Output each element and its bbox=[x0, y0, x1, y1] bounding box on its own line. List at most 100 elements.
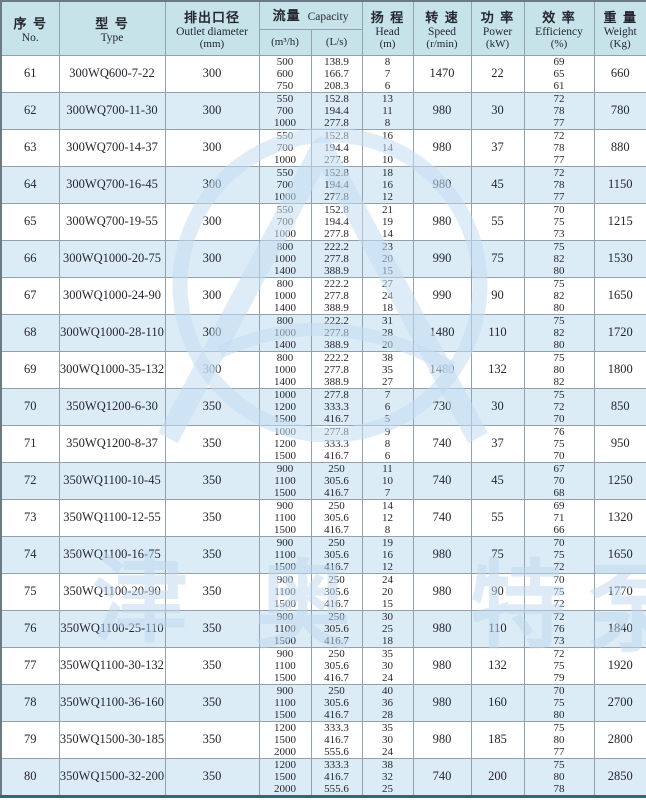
cell-m3h: 550 700 1000 bbox=[258, 165, 312, 204]
header-weight-en: Weight bbox=[603, 25, 637, 38]
header-capacity-en: Capacity bbox=[307, 11, 349, 24]
cell-speed: 980 bbox=[412, 683, 472, 722]
cell-speed: 740 bbox=[412, 461, 472, 500]
cell-no: 63 bbox=[0, 128, 60, 167]
cell-speed: 990 bbox=[412, 276, 472, 315]
cell-head: 31 28 20 bbox=[361, 313, 414, 352]
cell-weight: 1250 bbox=[593, 461, 646, 500]
cell-m3h: 500 600 750 bbox=[258, 54, 312, 93]
cell-ls: 333.3 416.7 555.6 bbox=[310, 757, 363, 797]
cell-head: 30 25 18 bbox=[361, 609, 414, 648]
cell-type: 350WQ1500-32-200 bbox=[58, 757, 166, 797]
cell-eff: 72 78 77 bbox=[523, 165, 595, 204]
cell-head: 19 16 12 bbox=[361, 535, 414, 574]
cell-ls: 250 305.6 416.7 bbox=[310, 683, 363, 722]
cell-eff: 72 78 77 bbox=[523, 128, 595, 167]
header-power-en: Power bbox=[482, 25, 513, 38]
cell-power: 45 bbox=[470, 461, 525, 500]
cell-no: 78 bbox=[0, 683, 60, 722]
cell-m3h: 900 1100 1500 bbox=[258, 572, 312, 611]
cell-weight: 1920 bbox=[593, 646, 646, 685]
cell-ls: 152.8 194.4 277.8 bbox=[310, 202, 363, 241]
cell-power: 55 bbox=[470, 498, 525, 537]
cell-weight: 850 bbox=[593, 387, 646, 426]
table-row: 73 350WQ1100-12-55 350 900 1100 1500 250 305.6 4… bbox=[0, 498, 646, 537]
header-type-zh: 型 号 bbox=[95, 16, 129, 32]
header-power-zh: 功 率 bbox=[480, 10, 515, 26]
cell-type: 300WQ700-11-30 bbox=[58, 91, 166, 130]
cell-ls: 250 305.6 416.7 bbox=[310, 646, 363, 685]
cell-outlet: 350 bbox=[164, 609, 260, 648]
cell-head: 24 20 15 bbox=[361, 572, 414, 611]
table-row: 72 350WQ1100-10-45 350 900 1100 1500 250 305.6 4… bbox=[0, 461, 646, 500]
header-efficiency: 效 率 Efficiency (%) bbox=[523, 0, 595, 56]
table-body: 61 300WQ600-7-22 300 500 600 750 138.9 166.7 208… bbox=[0, 54, 646, 797]
cell-power: 55 bbox=[470, 202, 525, 241]
cell-outlet: 300 bbox=[164, 276, 260, 315]
header-power-unit: (kW) bbox=[485, 37, 510, 50]
table-row: 70 350WQ1200-6-30 350 1000 1200 1500 277.8 333.… bbox=[0, 387, 646, 426]
header-outlet: 排出口径 Outlet diameter (mm) bbox=[164, 0, 260, 56]
cell-speed: 980 bbox=[412, 91, 472, 130]
cell-power: 110 bbox=[470, 609, 525, 648]
cell-outlet: 350 bbox=[164, 461, 260, 500]
cell-weight: 1720 bbox=[593, 313, 646, 352]
cell-eff: 72 76 73 bbox=[523, 609, 595, 648]
cell-m3h: 800 1000 1400 bbox=[258, 313, 312, 352]
cell-m3h: 550 700 1000 bbox=[258, 91, 312, 130]
cell-outlet: 350 bbox=[164, 720, 260, 759]
cell-ls: 222.2 277.8 388.9 bbox=[310, 350, 363, 389]
cell-type: 350WQ1200-8-37 bbox=[58, 424, 166, 463]
cell-no: 66 bbox=[0, 239, 60, 278]
cell-head: 40 36 28 bbox=[361, 683, 414, 722]
cell-type: 350WQ1100-36-160 bbox=[58, 683, 166, 722]
cell-type: 300WQ700-14-37 bbox=[58, 128, 166, 167]
header-no: 序 号 No. bbox=[0, 0, 60, 56]
cell-power: 90 bbox=[470, 276, 525, 315]
cell-m3h: 900 1100 1500 bbox=[258, 498, 312, 537]
cell-speed: 730 bbox=[412, 387, 472, 426]
table-row: 78 350WQ1100-36-160 350 900 1100 1500 250 305.6… bbox=[0, 683, 646, 722]
table-row: 64 300WQ700-16-45 300 550 700 1000 152.8 194.4 2… bbox=[0, 165, 646, 204]
cell-m3h: 800 1000 1400 bbox=[258, 239, 312, 278]
cell-ls: 250 305.6 416.7 bbox=[310, 498, 363, 537]
table-row: 77 350WQ1100-30-132 350 900 1100 1500 250 305.6… bbox=[0, 646, 646, 685]
cell-speed: 980 bbox=[412, 572, 472, 611]
cell-weight: 2850 bbox=[593, 757, 646, 797]
table-row: 67 300WQ1000-24-90 300 800 1000 1400 222.2 277.… bbox=[0, 276, 646, 315]
header-weight: 重 量 Weight (Kg) bbox=[593, 0, 646, 56]
table-row: 63 300WQ700-14-37 300 550 700 1000 152.8 194.4 2… bbox=[0, 128, 646, 167]
cell-type: 300WQ1000-24-90 bbox=[58, 276, 166, 315]
cell-type: 300WQ600-7-22 bbox=[58, 54, 166, 93]
cell-type: 300WQ1000-28-110 bbox=[58, 313, 166, 352]
cell-type: 350WQ1100-30-132 bbox=[58, 646, 166, 685]
cell-type: 350WQ1100-10-45 bbox=[58, 461, 166, 500]
cell-weight: 880 bbox=[593, 128, 646, 167]
cell-weight: 1215 bbox=[593, 202, 646, 241]
cell-eff: 72 78 77 bbox=[523, 91, 595, 130]
cell-head: 21 19 14 bbox=[361, 202, 414, 241]
header-capacity: 流量 Capacity bbox=[258, 0, 363, 30]
table-row: 65 300WQ700-19-55 300 550 700 1000 152.8 194.4 2… bbox=[0, 202, 646, 241]
table-row: 75 350WQ1100-20-90 350 900 1100 1500 250 305.6 4… bbox=[0, 572, 646, 611]
cell-speed: 980 bbox=[412, 720, 472, 759]
cell-m3h: 800 1000 1400 bbox=[258, 350, 312, 389]
cell-no: 67 bbox=[0, 276, 60, 315]
cell-type: 300WQ700-19-55 bbox=[58, 202, 166, 241]
cell-no: 80 bbox=[0, 757, 60, 797]
cell-m3h: 900 1100 1500 bbox=[258, 535, 312, 574]
header-speed-unit: (r/min) bbox=[426, 37, 458, 50]
cell-no: 74 bbox=[0, 535, 60, 574]
cell-ls: 250 305.6 416.7 bbox=[310, 535, 363, 574]
table-row: 68 300WQ1000-28-110 300 800 1000 1400 222.2 277… bbox=[0, 313, 646, 352]
cell-ls: 222.2 277.8 388.9 bbox=[310, 313, 363, 352]
cell-weight: 1770 bbox=[593, 572, 646, 611]
cell-m3h: 800 1000 1400 bbox=[258, 276, 312, 315]
cell-power: 90 bbox=[470, 572, 525, 611]
header-capacity-m3h: (m³/h) bbox=[258, 28, 312, 56]
cell-no: 75 bbox=[0, 572, 60, 611]
cell-eff: 75 72 70 bbox=[523, 387, 595, 426]
cell-weight: 1800 bbox=[593, 350, 646, 389]
cell-ls: 250 305.6 416.7 bbox=[310, 461, 363, 500]
